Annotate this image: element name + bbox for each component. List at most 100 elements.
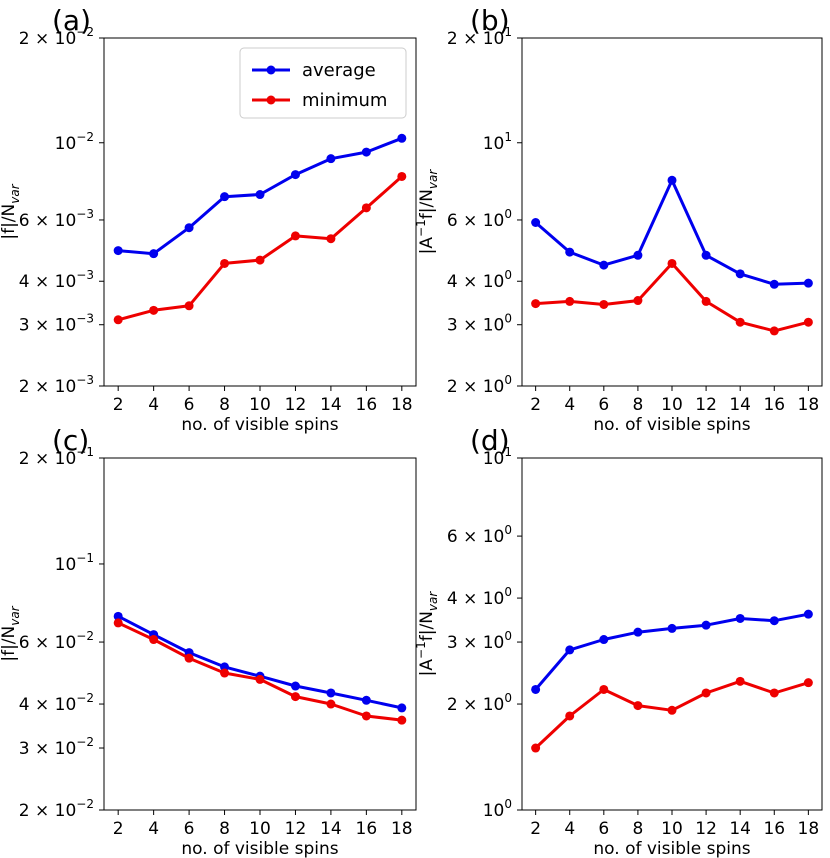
- x-axis-label: no. of visible spins: [593, 839, 750, 858]
- data-point-minimum: [565, 296, 575, 306]
- panel-label: (b): [470, 4, 510, 37]
- data-point-average: [803, 278, 813, 288]
- data-point-average: [735, 269, 745, 279]
- x-tick-label: 18: [798, 395, 820, 415]
- data-point-minimum: [397, 715, 407, 725]
- x-tick-label: 16: [356, 819, 378, 839]
- x-tick-label: 8: [632, 819, 643, 839]
- panel-c: (c) 2 × 10−2 3 × 10−2 4 × 10−2 6 × 10−2 10−1 2…: [0, 424, 417, 858]
- data-point-minimum: [220, 668, 230, 678]
- x-tick-label: 6: [598, 395, 609, 415]
- x-tick-label: 14: [729, 819, 751, 839]
- panel-a: (a) 2 × 10−3 3 × 10−3 4 × 10−3 6 × 10−3 10−2 2…: [0, 4, 417, 435]
- data-point-average: [565, 645, 575, 655]
- x-tick-label: 4: [564, 819, 575, 839]
- data-point-minimum: [769, 326, 779, 336]
- data-point-minimum: [326, 699, 336, 709]
- data-point-average: [769, 616, 779, 626]
- x-tick-label: 14: [320, 819, 342, 839]
- data-point-minimum: [565, 711, 575, 721]
- data-point-minimum: [599, 299, 609, 309]
- x-tick-label: 2: [530, 395, 541, 415]
- x-tick-label: 2: [530, 819, 541, 839]
- data-point-average: [769, 279, 779, 289]
- data-point-minimum: [149, 635, 159, 645]
- y-tick-label: 10−2: [55, 130, 94, 154]
- y-tick-label: 2 × 100: [447, 373, 512, 397]
- x-tick-label: 18: [798, 819, 820, 839]
- x-tick-label: 18: [391, 395, 413, 415]
- x-axis-label: no. of visible spins: [593, 415, 750, 435]
- x-tick-label: 12: [285, 395, 307, 415]
- data-point-average: [397, 133, 407, 143]
- x-tick-label: 4: [148, 395, 159, 415]
- legend-label-minimum: minimum: [302, 90, 387, 111]
- axes-frame: [521, 457, 823, 811]
- y-tick-label: 3 × 10−2: [19, 735, 94, 759]
- y-tick-label: 2 × 100: [447, 691, 512, 715]
- x-tick-label: 10: [249, 395, 271, 415]
- series-line-average: [117, 614, 403, 710]
- x-tick-label: 16: [356, 395, 378, 415]
- x-tick-label: 8: [219, 395, 230, 415]
- data-point-average: [565, 247, 575, 257]
- data-point-average: [735, 613, 745, 623]
- x-tick-label: 16: [763, 395, 785, 415]
- data-point-average: [255, 190, 265, 200]
- y-axis-label: |A−1f|/Nvar: [414, 169, 440, 255]
- x-tick-label: 14: [729, 395, 751, 415]
- y-tick-label: 3 × 10−3: [19, 312, 94, 336]
- data-point-minimum: [184, 301, 194, 311]
- data-point-minimum: [290, 231, 300, 241]
- data-point-minimum: [735, 676, 745, 686]
- data-point-average: [701, 620, 711, 630]
- x-tick-label: 4: [148, 819, 159, 839]
- data-point-minimum: [701, 688, 711, 698]
- y-axis-label: |f|/Nvar: [0, 183, 22, 239]
- y-tick-label: 2 × 101: [447, 25, 512, 49]
- data-point-minimum: [290, 692, 300, 702]
- x-tick-label: 4: [564, 395, 575, 415]
- data-point-average: [184, 223, 194, 233]
- x-tick-label: 6: [184, 819, 195, 839]
- x-tick-label: 16: [763, 819, 785, 839]
- y-tick-label: 3 × 100: [447, 312, 512, 336]
- data-point-average: [220, 192, 230, 202]
- x-tick-label: 8: [219, 819, 230, 839]
- y-tick-label: 4 × 10−2: [19, 691, 94, 715]
- series-line-minimum: [535, 261, 809, 333]
- data-point-average: [113, 611, 123, 621]
- data-point-average: [149, 249, 159, 259]
- y-tick-label: 2 × 10−1: [19, 445, 94, 469]
- y-axis-label: |A−1f|/Nvar: [414, 591, 440, 677]
- y-tick-label: 6 × 10−3: [19, 207, 94, 231]
- data-point-minimum: [599, 684, 609, 694]
- data-point-minimum: [255, 674, 265, 684]
- data-point-average: [633, 250, 643, 260]
- x-tick-label: 6: [184, 395, 195, 415]
- y-tick-label: 6 × 100: [447, 523, 512, 547]
- y-tick-label: 2 × 10−2: [19, 797, 94, 821]
- data-point-minimum: [113, 315, 123, 325]
- x-axis-label: no. of visible spins: [181, 839, 338, 858]
- data-point-average: [326, 688, 336, 698]
- y-tick-label: 101: [483, 130, 512, 154]
- y-tick-label: 10−1: [55, 551, 94, 575]
- y-tick-label: 4 × 10−3: [19, 268, 94, 292]
- data-point-minimum: [361, 203, 371, 213]
- data-point-average: [113, 246, 123, 256]
- legend-label-average: average: [302, 60, 376, 81]
- data-point-minimum: [397, 171, 407, 181]
- x-tick-label: 2: [113, 395, 124, 415]
- data-point-average: [803, 609, 813, 619]
- x-tick-label: 10: [661, 819, 683, 839]
- x-tick-label: 6: [598, 819, 609, 839]
- x-tick-label: 10: [661, 395, 683, 415]
- data-point-minimum: [667, 705, 677, 715]
- data-point-average: [701, 250, 711, 260]
- y-tick-label: 2 × 10−2: [19, 25, 94, 49]
- data-point-minimum: [735, 317, 745, 327]
- data-point-average: [290, 170, 300, 180]
